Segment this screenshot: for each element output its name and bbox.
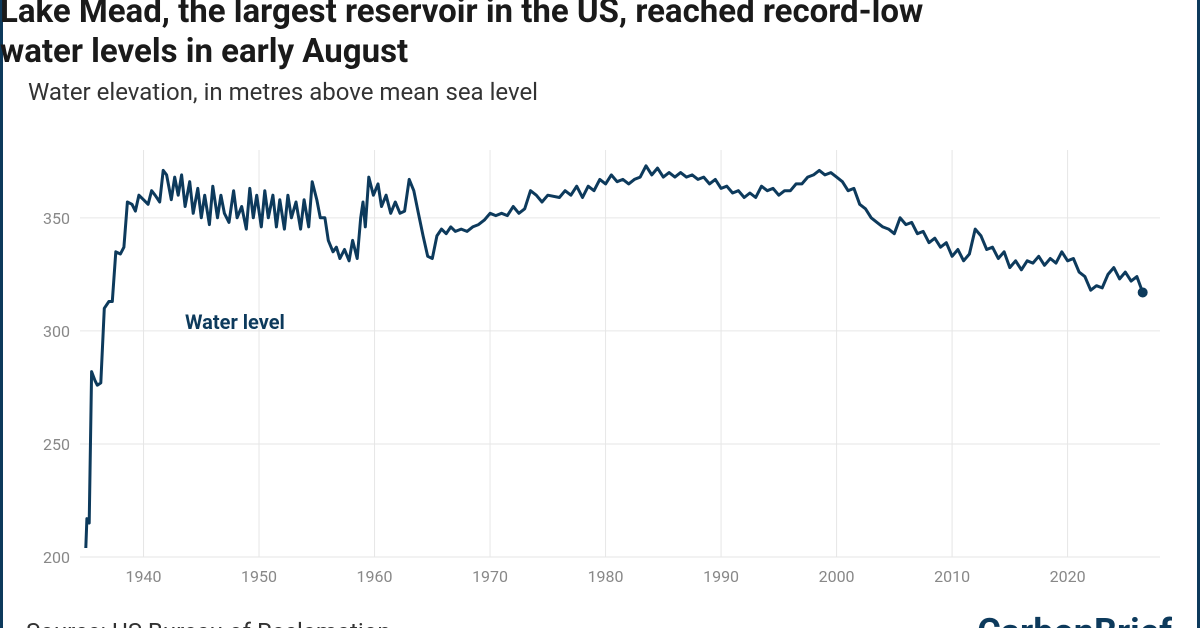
x-tick-label: 2010 <box>934 567 970 586</box>
x-tick-label: 2020 <box>1050 567 1086 586</box>
logo: CarbonBrief <box>977 611 1172 628</box>
x-tick-label: 1980 <box>588 567 624 586</box>
line <box>84 164 1145 549</box>
right-border <box>1197 0 1200 628</box>
x-tick-label: 1970 <box>472 567 508 586</box>
x-tick-label: 1990 <box>703 567 739 586</box>
end-dot <box>1137 287 1148 298</box>
y-tick-label: 250 <box>43 435 70 454</box>
y-tick-label: 200 <box>43 548 70 567</box>
y-tick-label: 300 <box>43 322 70 341</box>
x-tick-label: 1960 <box>357 567 393 586</box>
chart-title: water levels in early August <box>0 32 408 71</box>
y-tick-label: 350 <box>43 209 70 228</box>
x-tick-label: 1940 <box>126 567 162 586</box>
chart-title: Lake Mead, the largest reservoir in the … <box>0 0 923 31</box>
left-border <box>0 0 3 628</box>
x-tick-label: 1950 <box>241 567 277 586</box>
series-label: Water level <box>185 310 285 334</box>
x-tick-label: 2000 <box>819 567 855 586</box>
source: Source: US Bureau of Reclamation <box>26 618 391 628</box>
chart-subtitle: Water elevation, in metres above mean se… <box>28 78 538 106</box>
